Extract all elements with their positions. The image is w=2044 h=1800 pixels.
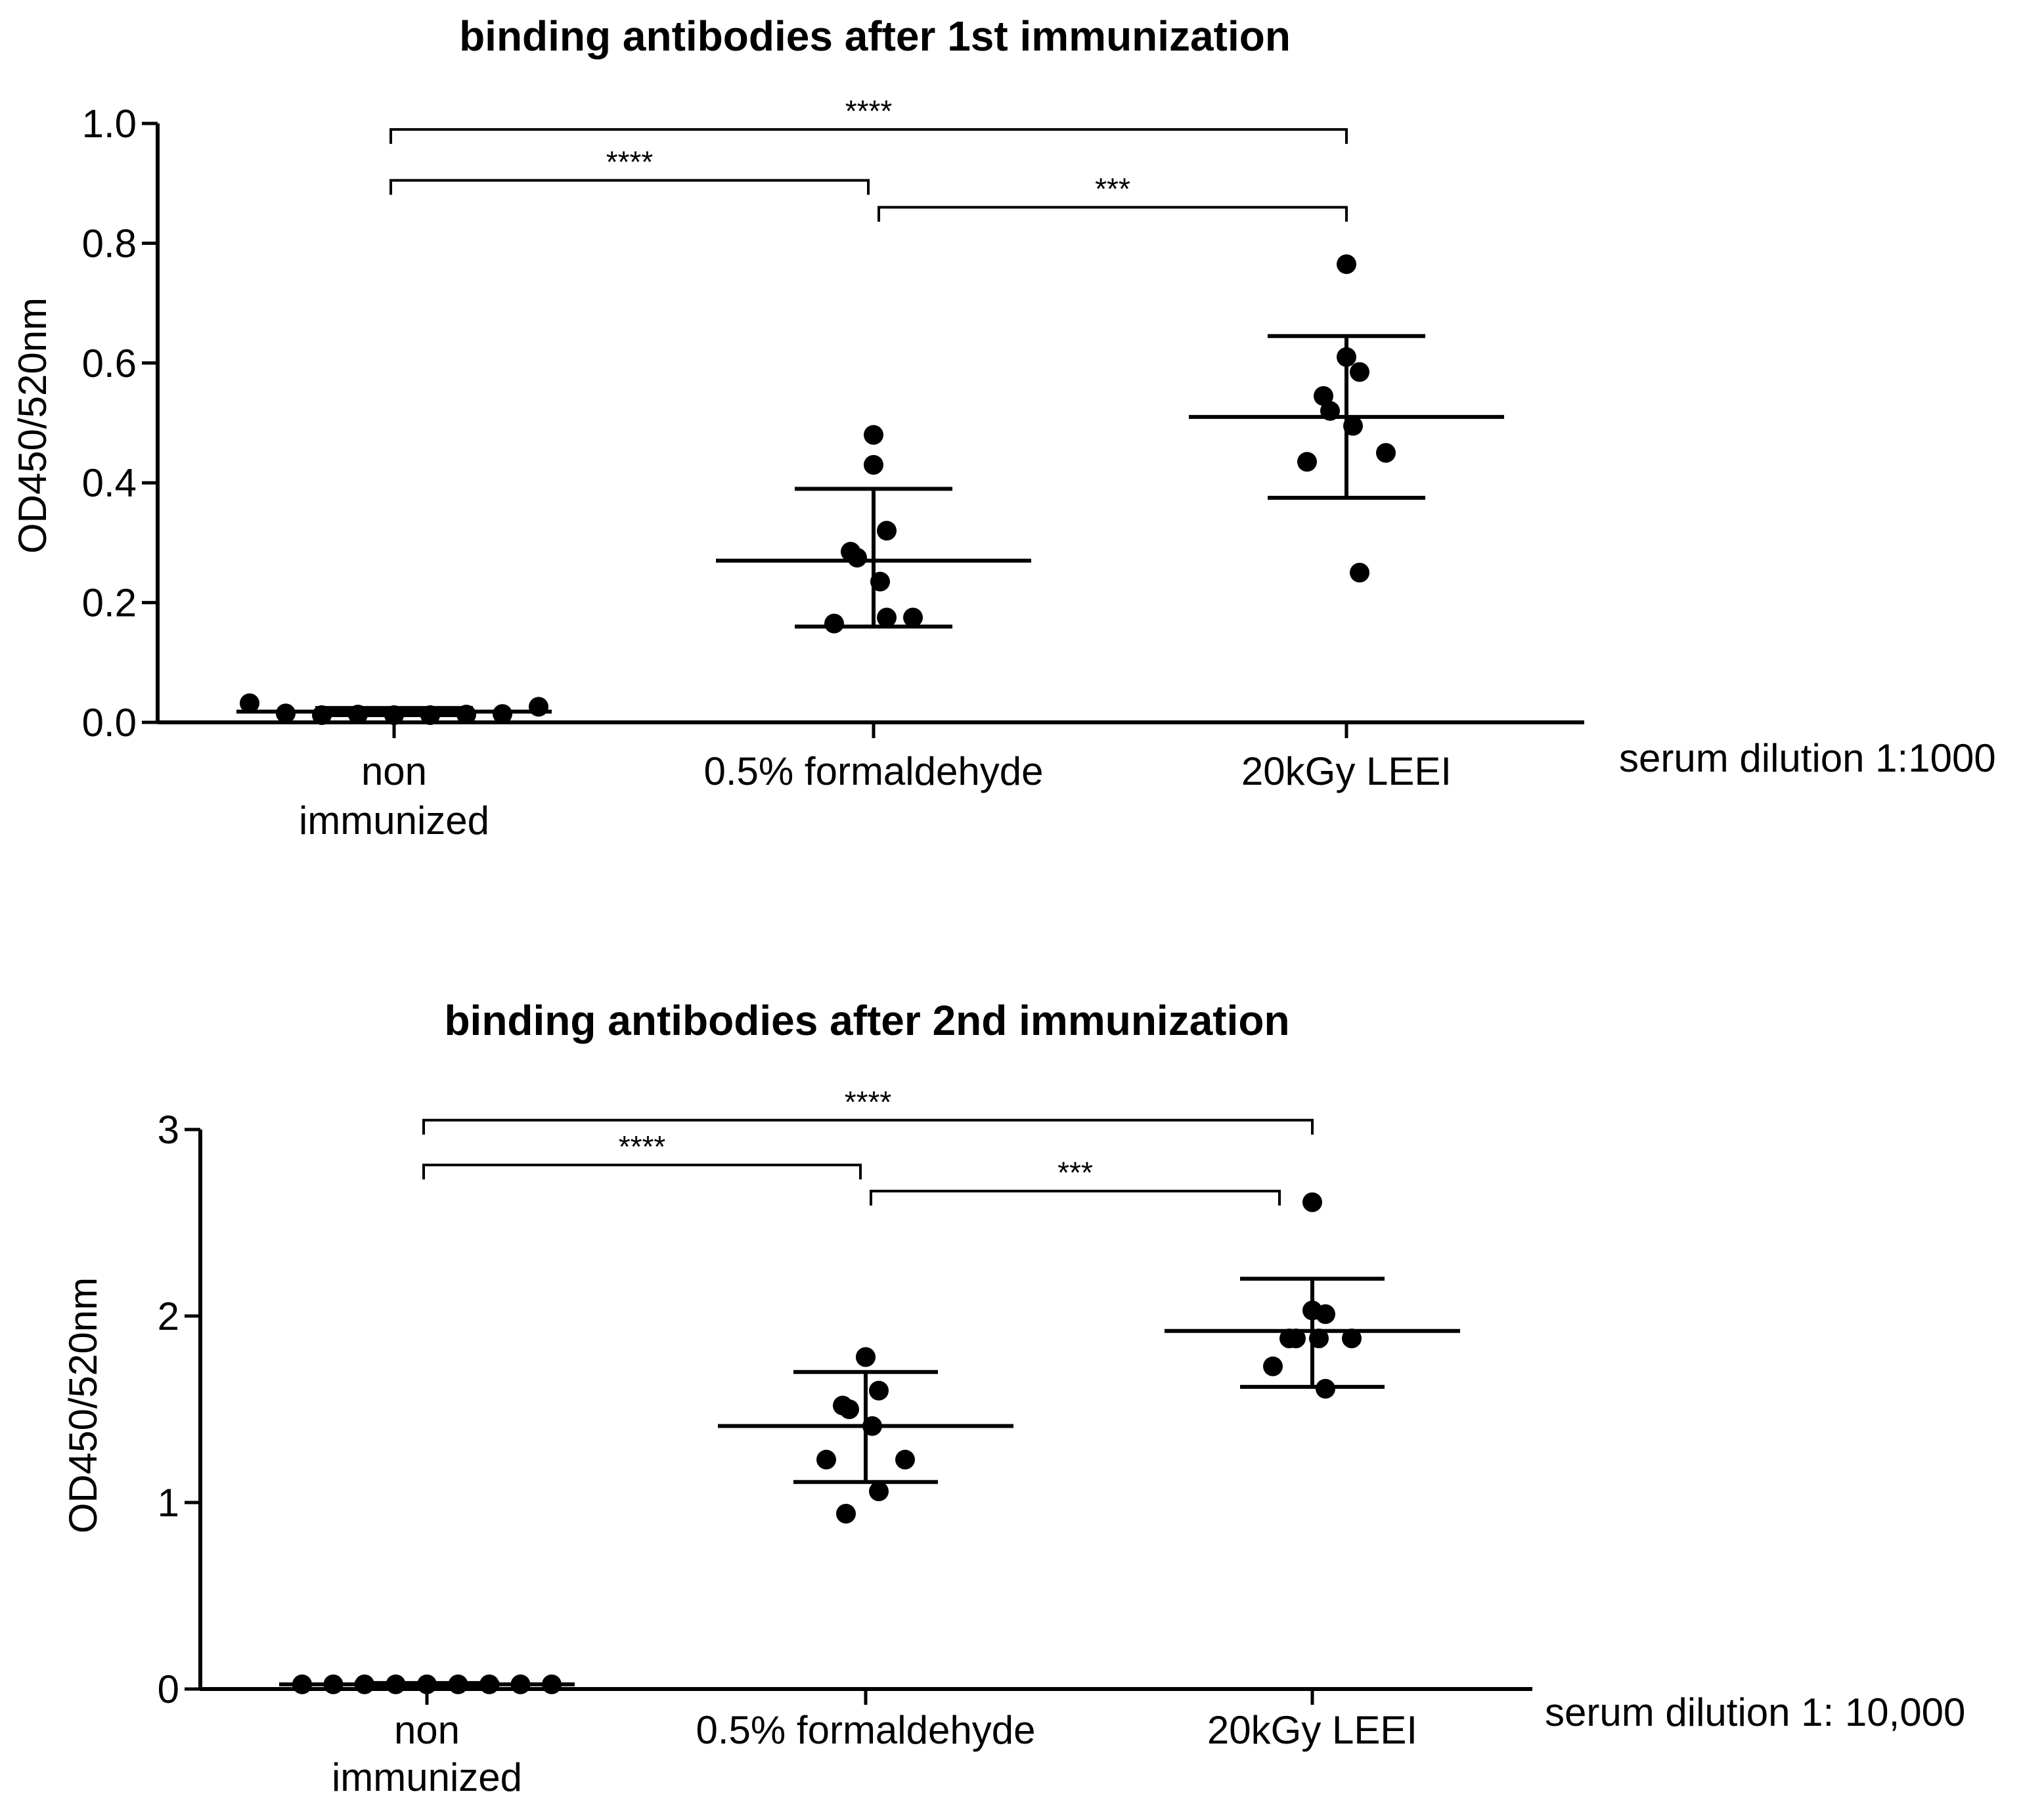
significance-bracket: [422, 1163, 862, 1179]
data-point: [864, 454, 883, 475]
data-point: [836, 1504, 856, 1524]
y-tick-label: 0.8: [82, 221, 137, 265]
significance-bracket: [389, 179, 870, 195]
data-point: [1350, 563, 1369, 582]
y-tick-label: 1.0: [82, 102, 137, 146]
x-category-label: immunized: [299, 799, 489, 843]
y-axis-label-1: OD450/520nm: [11, 297, 55, 554]
data-points-2: [292, 1192, 1362, 1694]
significance-bracket: [878, 206, 1348, 222]
significance-bracket: [870, 1189, 1281, 1206]
data-point: [493, 704, 512, 724]
data-point: [1286, 1328, 1306, 1349]
significance-label: ***: [1057, 1156, 1093, 1190]
y-tick-label: 3: [158, 1108, 179, 1152]
data-point: [864, 425, 883, 445]
significance-label: ****: [845, 94, 893, 128]
y-tick-label: 2: [158, 1294, 179, 1338]
significance-label: ****: [619, 1130, 666, 1164]
x-category-label: 0.5% formaldehyde: [704, 749, 1044, 793]
data-point: [1376, 443, 1396, 463]
axes-1: 0.0 0.2 0.4 0.6 0.8 1.0 non immunized 0.5% forma…: [82, 102, 1584, 843]
significance-brackets-1: ***********: [389, 94, 1348, 222]
x-category-label: immunized: [332, 1755, 522, 1799]
data-point: [1337, 254, 1356, 274]
data-point: [1316, 1304, 1335, 1325]
data-point: [847, 548, 867, 568]
data-point: [903, 607, 923, 628]
error-bars-2: [279, 1277, 1460, 1688]
data-point: [869, 1380, 889, 1401]
data-point: [1350, 362, 1369, 382]
dilution-note-1: serum dilution 1:1000: [1619, 736, 1996, 780]
data-point: [816, 1449, 836, 1470]
error-bars-1: [236, 334, 1504, 718]
x-category-label: 20kGy LEEI: [1207, 1708, 1417, 1752]
data-point: [877, 607, 897, 628]
x-category-label: 0.5% formaldehyde: [696, 1708, 1036, 1752]
data-point: [824, 613, 844, 634]
y-tick-label: 1: [158, 1481, 179, 1525]
data-point: [856, 1347, 876, 1367]
x-category-label: non: [394, 1708, 460, 1752]
chart-title-1: binding antibodies after 1st immunizatio…: [459, 12, 1291, 60]
panel-1st-immunization: binding antibodies after 1st immunizatio…: [11, 12, 1996, 843]
data-point: [240, 693, 259, 713]
data-point: [1263, 1356, 1283, 1376]
data-point: [1302, 1192, 1322, 1212]
y-tick-label: 0.6: [82, 341, 137, 385]
x-category-label: 20kGy LEEI: [1241, 749, 1452, 793]
significance-bracket: [422, 1118, 1314, 1135]
panel-2nd-immunization: binding antibodies after 2nd immunizatio…: [61, 997, 1965, 1799]
chart-title-2: binding antibodies after 2nd immunizatio…: [444, 997, 1289, 1044]
y-tick-label: 0: [158, 1667, 179, 1711]
y-tick-label: 0.4: [82, 461, 137, 505]
significance-label: ****: [845, 1085, 892, 1119]
data-point: [529, 697, 548, 717]
significance-label: ****: [606, 145, 654, 179]
data-point: [1314, 385, 1333, 406]
data-point: [895, 1449, 915, 1470]
data-point: [1342, 1328, 1362, 1349]
data-point: [869, 1481, 889, 1501]
significance-brackets-2: ***********: [422, 1085, 1314, 1206]
significance-bracket: [389, 128, 1348, 144]
data-point: [1297, 452, 1317, 472]
data-point: [839, 1399, 859, 1419]
y-tick-label: 0.2: [82, 581, 137, 625]
y-axis-label-2: OD450/520nm: [61, 1277, 105, 1533]
x-category-label: non: [361, 749, 427, 793]
data-point: [877, 521, 897, 541]
dilution-note-2: serum dilution 1: 10,000: [1545, 1690, 1965, 1734]
y-tick-label: 0.0: [82, 701, 137, 745]
significance-label: ***: [1095, 172, 1130, 206]
